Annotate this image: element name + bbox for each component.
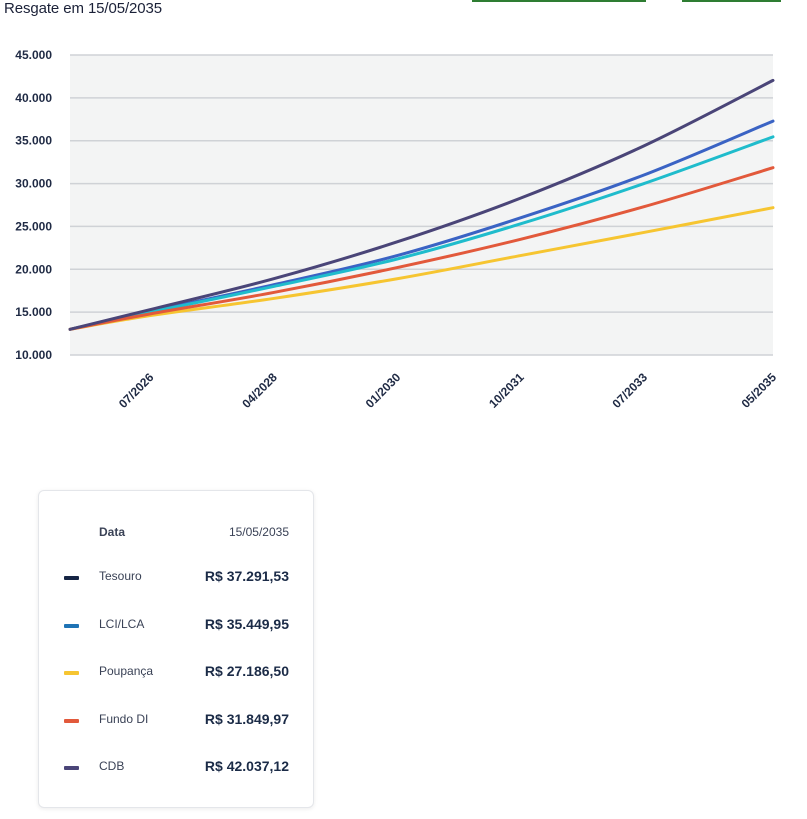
- series-lines: [68, 78, 775, 331]
- y-tick-label: 10.000: [15, 348, 52, 362]
- y-tick-label: 15.000: [15, 305, 52, 319]
- series-line-lci-lca: [68, 135, 775, 331]
- legend-swatch: [64, 671, 79, 675]
- series-line-fundo-di: [68, 166, 775, 331]
- y-tick-label: 25.000: [15, 219, 52, 233]
- legend-series-name: Poupança: [99, 664, 154, 678]
- legend-row: CDB R$ 42.037,12: [39, 756, 289, 776]
- legend-swatch: [64, 576, 79, 580]
- y-axis-ticks: 10.000 15.000 20.000 25.000 30.000 35.000 40.0…: [15, 48, 52, 362]
- x-axis-ticks: 07/2026 04/2028 01/2030 10/2031 07/2033 05/20…: [116, 370, 779, 411]
- x-tick-label: 07/2033: [610, 370, 651, 411]
- top-action-button-1[interactable]: [472, 0, 646, 2]
- legend-swatch: [64, 623, 79, 628]
- legend-series-value: R$ 37.291,53: [204, 568, 289, 584]
- legend-swatch: [64, 766, 79, 770]
- legend-series-name: Fundo DI: [99, 711, 149, 726]
- y-tick-label: 35.000: [15, 134, 52, 148]
- legend-header-label: Data: [99, 525, 126, 539]
- legend-series-value: R$ 42.037,12: [204, 758, 289, 774]
- y-tick-label: 20.000: [15, 262, 52, 276]
- legend-card: Data 15/05/2035 Tesouro R$ 37.291,53 LCI/L…: [38, 490, 314, 808]
- legend-row: Poupança R$ 27.186,50: [39, 661, 289, 681]
- y-tick-label: 45.000: [15, 48, 52, 62]
- y-tick-label: 40.000: [15, 91, 52, 105]
- legend-series-name: LCI/LCA: [99, 616, 145, 631]
- x-tick-label: 07/2026: [116, 370, 157, 411]
- x-tick-label: 01/2030: [363, 370, 404, 411]
- x-tick-label: 10/2031: [486, 370, 527, 411]
- x-tick-label: 05/2035: [739, 370, 780, 411]
- legend-swatch: [64, 718, 79, 723]
- legend-series-name: Tesouro: [99, 569, 142, 583]
- legend-header: Data 15/05/2035: [99, 525, 289, 539]
- y-tick-label: 30.000: [15, 177, 52, 191]
- top-action-button-2[interactable]: [682, 0, 781, 2]
- legend-series-value: R$ 31.849,97: [204, 710, 289, 727]
- series-line-poupan-a: [68, 206, 775, 331]
- x-tick-label: 04/2028: [239, 370, 280, 411]
- legend-row: LCI/LCA R$ 35.449,95: [39, 614, 289, 634]
- series-line-cdb: [68, 78, 775, 331]
- legend-series-name: CDB: [99, 759, 125, 773]
- legend-row: Fundo DI R$ 31.849,97: [39, 709, 289, 729]
- legend-row: Tesouro R$ 37.291,53: [39, 566, 289, 586]
- legend-header-date: 15/05/2035: [228, 525, 289, 539]
- legend-series-value: R$ 35.449,95: [204, 615, 289, 632]
- legend-series-value: R$ 27.186,50: [204, 663, 289, 679]
- line-chart: 10.000 15.000 20.000 25.000 30.000 35.000 40.0…: [15, 48, 779, 411]
- page-title: Resgate em 15/05/2035: [4, 0, 163, 17]
